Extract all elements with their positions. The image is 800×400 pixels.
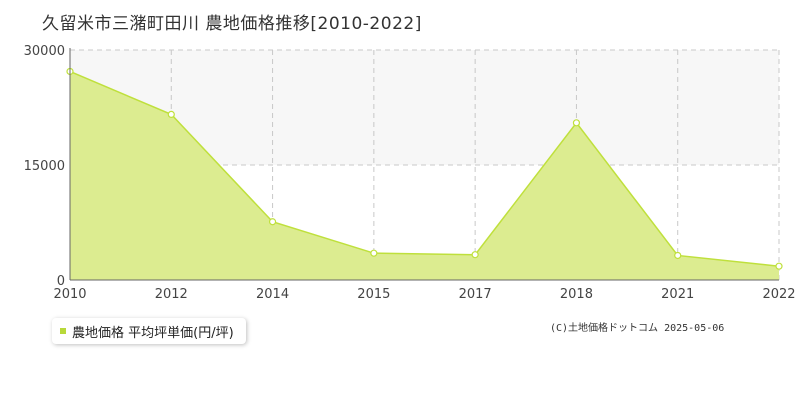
y-tick-label: 30000: [24, 44, 65, 59]
data-point: [572, 119, 581, 127]
y-tick-label: 0: [57, 274, 65, 289]
series-area: [69, 70, 780, 280]
x-tick-label: 2018: [560, 287, 593, 302]
data-point: [471, 251, 479, 259]
data-point: [268, 218, 277, 226]
y-tick-labels: 0 15000 30000: [24, 44, 65, 289]
x-tick-label: 2010: [53, 287, 86, 302]
axes: [69, 48, 779, 281]
data-point: [674, 251, 682, 260]
x-tick-label: 2012: [155, 287, 188, 302]
data-point: [370, 249, 378, 257]
series-line: [69, 70, 780, 267]
y-tick-label: 15000: [24, 159, 65, 174]
x-tick-label: 2022: [762, 287, 795, 302]
x-tick-label: 2015: [357, 287, 390, 302]
copyright-text: (C)土地価格ドットコム 2025-05-06: [550, 323, 725, 334]
legend-swatch: [60, 328, 66, 334]
x-tick-label: 2021: [661, 287, 694, 302]
x-tick-label: 2014: [256, 287, 289, 302]
x-tick-labels: 2010 2012 2014 2015 2017 2018 2021 2022: [53, 287, 795, 302]
area-fill: [70, 71, 779, 280]
x-tick-label: 2017: [459, 287, 492, 302]
chart-title: 久留米市三潴町田川 農地価格推移[2010-2022]: [42, 14, 422, 34]
legend-label: 農地価格 平均坪単価(円/坪): [72, 325, 234, 341]
legend: 農地価格 平均坪単価(円/坪): [52, 318, 246, 344]
data-point: [167, 110, 175, 119]
data-point: [775, 262, 783, 270]
